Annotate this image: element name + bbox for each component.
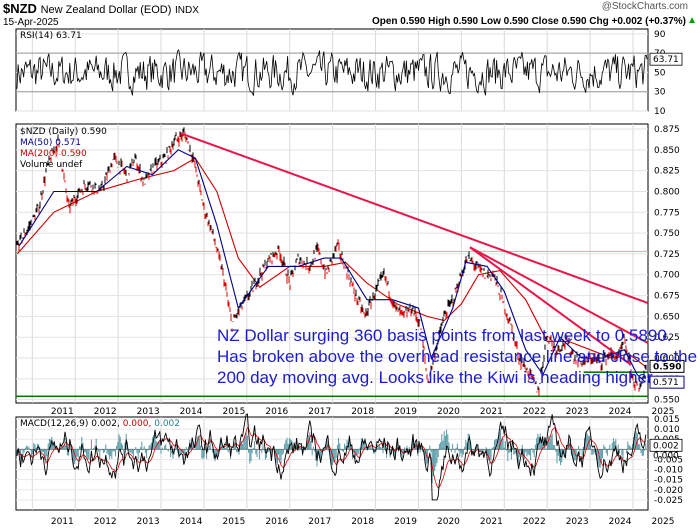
price-y-tick-label: 0.825 (654, 167, 680, 177)
macd-x-tick-label: 2018 (351, 517, 374, 527)
price-y-tick-label: 0.750 (654, 229, 680, 239)
price-x-tick-label: 2019 (394, 407, 417, 417)
macd-panel-frame (15, 416, 649, 511)
macd-x-tick-label: 2015 (222, 517, 245, 527)
macd-x-tick-label: 2023 (566, 517, 589, 527)
price-y-tick-label: 0.850 (654, 146, 680, 156)
price-x-tick-label: 2018 (351, 407, 374, 417)
macd-x-tick-label: 2024 (609, 517, 632, 527)
resistance-trendline-2 (469, 246, 649, 344)
macd-legend-text: MACD(12,26,9) 0.002, (20, 419, 120, 429)
macd-hist-legend: 0.002 (154, 419, 180, 429)
macd-x-tick-label: 2013 (137, 517, 160, 527)
macd-x-tick-label: 2014 (180, 517, 203, 527)
macd-x-tick-label: 2011 (51, 517, 74, 527)
ohlc-values: Open 0.590 High 0.590 Low 0.590 Close 0.… (371, 16, 686, 27)
price-x-tick-label: 2011 (51, 407, 74, 417)
macd-y-tick-label: 0.010 (654, 425, 680, 435)
price-y-tick-label: 0.550 (654, 396, 680, 406)
price-legend-text: $NZD (Daily) 0.590 (20, 127, 107, 137)
price-y-tick-label: 0.800 (654, 187, 680, 197)
macd-x-tick-label: 2019 (394, 517, 417, 527)
macd-x-tick-label: 2021 (480, 517, 503, 527)
watermark: @StockCharts.com (601, 1, 688, 12)
macd-tag-box (649, 438, 683, 452)
macd-tag: 0.002 (653, 441, 679, 451)
date-label: 15-Apr-2025 (3, 17, 59, 28)
rsi-y-tick-label: 10 (654, 107, 666, 117)
macd-x-tick-label: 2016 (265, 517, 288, 527)
price-x-tick-label: 2013 (137, 407, 160, 417)
symbol-title: $NZD New Zealand Dollar (EOD) INDX (3, 1, 199, 16)
price-x-tick-label: 2015 (222, 407, 245, 417)
rsi-y-tick-label: 90 (654, 30, 666, 40)
ma50-tag: 0.571 (653, 378, 679, 388)
instrument-name: New Zealand Dollar (EOD) (40, 4, 172, 16)
macd-histogram (16, 429, 647, 484)
price-y-tick-label: 0.875 (654, 125, 680, 135)
price-y-tick-label: 0.725 (654, 250, 680, 260)
annotation-line-2: Has broken above the overhead resistance… (217, 347, 698, 366)
price-y-tick-label: 0.675 (654, 292, 680, 302)
price-x-tick-label: 2021 (480, 407, 503, 417)
macd-x-tick-label: 2012 (94, 517, 117, 527)
ma50-line (18, 149, 646, 383)
price-y-tick-label: 0.700 (654, 271, 680, 281)
signal-tag: 0.000 (653, 451, 679, 461)
price-y-tick-label: 0.625 (654, 333, 680, 343)
rsi-value-tag-box (649, 52, 683, 66)
price-legend: $NZD (Daily) 0.590 MA(50) 0.571 MA(200) … (20, 127, 107, 171)
price-tag-box (649, 359, 685, 373)
price-y-tick-label: 0.775 (654, 208, 680, 218)
price-tag: 0.590 (653, 362, 681, 372)
macd-y-tick-label: -0.015 (654, 476, 683, 486)
rsi-legend: RSI(14) 63.71 (20, 31, 82, 41)
resistance-trendline-1 (179, 132, 649, 304)
macd-x-tick-label: 2017 (308, 517, 331, 527)
price-x-tick-label: 2016 (265, 407, 288, 417)
ohlc-readout: Open 0.590 High 0.590 Low 0.590 Close 0.… (372, 16, 686, 27)
price-x-tick-label: 2022 (523, 407, 546, 417)
macd-y-tick-label: 0.015 (654, 415, 680, 425)
rsi-value-tag: 63.71 (653, 55, 679, 65)
rsi-line (16, 49, 648, 96)
annotation-line-1: NZ Dollar surging 360 basis points from … (217, 326, 672, 345)
annotation-text: NZ Dollar surging 360 basis points from … (217, 325, 698, 388)
price-x-tick-label: 2012 (94, 407, 117, 417)
resistance-trendline-3 (469, 246, 632, 366)
macd-line (16, 413, 647, 501)
macd-signal-legend: 0.000, (122, 419, 152, 429)
macd-x-tick-label: 2020 (437, 517, 460, 527)
price-x-tick-label: 2014 (180, 407, 203, 417)
price-x-tick-label: 2025 (652, 407, 675, 417)
ma50-legend-text: MA(50) 0.571 (20, 138, 82, 148)
macd-y-tick-label: -0.020 (654, 486, 683, 496)
rsi-legend-text: RSI(14) 63.71 (20, 31, 82, 41)
annotation-line-3: 200 day moving avg. Looks like the Kiwi … (217, 368, 657, 387)
macd-x-tick-label: 2025 (652, 517, 675, 527)
macd-y-tick-label: -0.025 (654, 496, 683, 506)
rsi-y-tick-label: 30 (654, 88, 666, 98)
price-x-tick-label: 2017 (308, 407, 331, 417)
volume-legend-text: Volume undef (20, 160, 83, 170)
chg-arrow: ▲ (687, 15, 697, 26)
ma200-legend-text: MA(200) 0.590 (20, 149, 87, 159)
exchange: INDX (175, 5, 199, 16)
ma50-tag-box (649, 375, 685, 389)
price-x-tick-label: 2023 (566, 407, 589, 417)
symbol: $NZD (3, 1, 37, 16)
macd-y-tick-label: -0.010 (654, 466, 683, 476)
rsi-y-tick-label: 50 (654, 68, 666, 78)
price-x-tick-label: 2020 (437, 407, 460, 417)
macd-x-tick-label: 2022 (523, 517, 546, 527)
price-y-tick-label: 0.600 (654, 354, 680, 364)
macd-legend: MACD(12,26,9) 0.002, 0.000, 0.002 (20, 419, 180, 429)
price-x-tick-label: 2024 (609, 407, 632, 417)
macd-signal-line (16, 427, 647, 489)
rsi-panel-frame (15, 28, 649, 112)
macd-y-tick-label: -0.005 (654, 455, 683, 465)
price-y-tick-label: 0.650 (654, 312, 680, 322)
